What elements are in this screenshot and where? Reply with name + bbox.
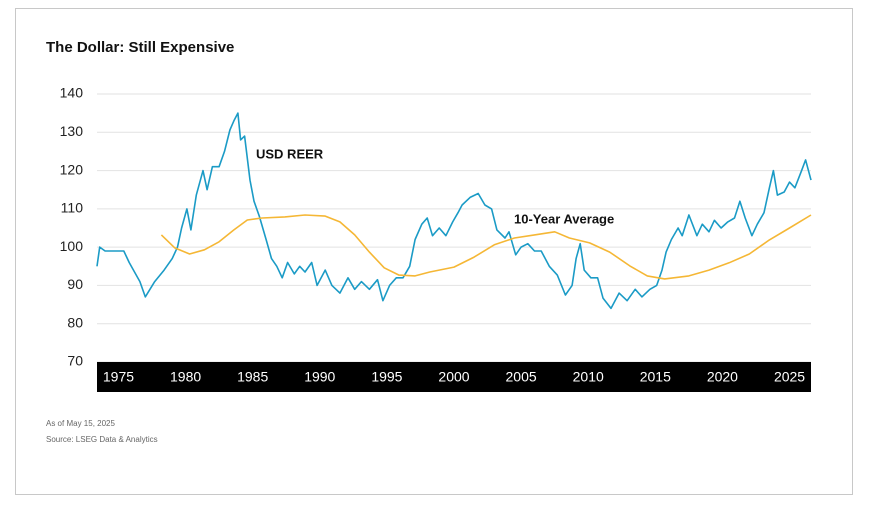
x-tick-label: 1980 [170,369,201,385]
note: As of May 15, 2025 [46,419,115,428]
y-tick-label: 120 [60,161,84,177]
x-tick-label: 1990 [304,369,335,385]
x-tick-label: 2025 [774,369,805,385]
x-tick-label: 2020 [707,369,738,385]
annotation: USD REER [256,146,324,161]
series-line [96,112,812,310]
note: Source: LSEG Data & Analytics [46,435,158,444]
frame [15,8,853,495]
annotation: 10-Year Average [514,211,614,226]
x-tick-label: 2005 [506,369,537,385]
x-tick-label: 2010 [573,369,604,385]
y-tick-label: 140 [60,85,84,101]
y-tick-label: 70 [67,353,83,369]
x-tick-label: 1995 [371,369,402,385]
y-tick-label: 90 [67,276,83,292]
x-tick-label: 2015 [640,369,671,385]
y-tick-label: 80 [67,314,83,330]
y-tick-label: 110 [61,200,84,216]
x-axis-band [97,362,811,392]
series-line [160,214,812,280]
y-tick-label: 130 [60,123,84,139]
chart-title: The Dollar: Still Expensive [46,39,234,56]
x-tick-label: 1985 [237,369,268,385]
y-tick-label: 100 [60,238,84,254]
x-tick-label: 1975 [103,369,134,385]
x-tick-label: 2000 [438,369,469,385]
